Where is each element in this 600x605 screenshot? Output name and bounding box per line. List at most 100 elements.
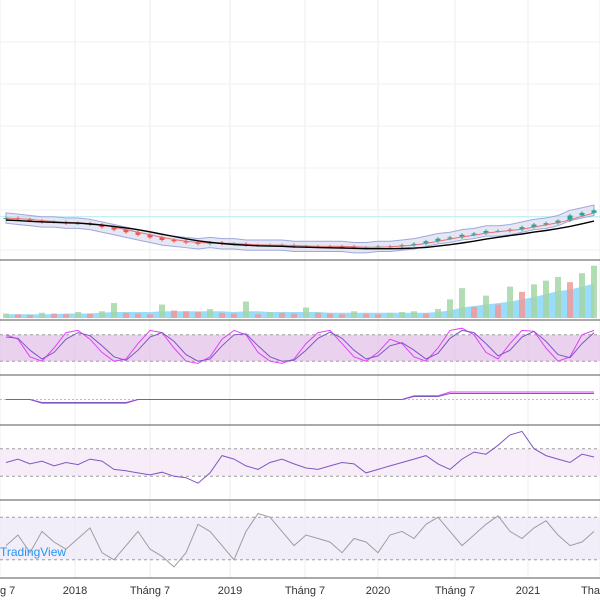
stochastic-panel[interactable] [0, 327, 600, 364]
candle [411, 243, 417, 246]
volume-bar [591, 265, 597, 318]
oscillator-panel[interactable] [0, 513, 600, 568]
panel-separators [0, 259, 600, 579]
volume-bar [387, 312, 393, 318]
series-line-rsi [5, 430, 595, 484]
volume-bar [435, 309, 441, 318]
x-tick-label: Tháng 7 [435, 585, 475, 597]
candle [555, 220, 561, 224]
volume-bar [87, 313, 93, 318]
volume-bar [579, 273, 585, 318]
volume-bar [483, 295, 489, 318]
candle [531, 224, 537, 228]
x-tick-label: 2019 [218, 585, 242, 597]
x-tick-label: 2021 [516, 585, 540, 597]
volume-bar [51, 313, 57, 318]
candle [159, 237, 165, 240]
macd-panel[interactable] [0, 391, 600, 404]
candle [447, 237, 453, 239]
volume-bar [219, 312, 225, 318]
volume-bar [27, 315, 33, 318]
volume-bar [291, 313, 297, 318]
volume-ma-area [6, 283, 594, 318]
volume-bar [63, 314, 69, 318]
candle [183, 241, 189, 243]
volume-bar [495, 304, 501, 318]
volume-bar [195, 312, 201, 318]
band-fill [0, 517, 600, 560]
volume-bar [183, 311, 189, 318]
candle [147, 234, 153, 238]
volume-bar [303, 307, 309, 318]
volume-bar [459, 288, 465, 318]
candle [423, 241, 429, 244]
volume-bar [327, 313, 333, 318]
candle [591, 210, 597, 213]
candle [3, 218, 9, 220]
candle [171, 239, 177, 242]
volume-bar [471, 306, 477, 318]
grid-lines [0, 0, 600, 578]
series-line-k [5, 327, 595, 364]
candle [195, 242, 201, 244]
series-line-value [5, 513, 595, 568]
volume-bar [243, 301, 249, 318]
x-tick-label: Tháng 7 [285, 585, 325, 597]
volume-bar [339, 314, 345, 318]
volume-bar [531, 284, 537, 318]
volume-bar [255, 314, 261, 318]
volume-bar [543, 280, 549, 318]
series-line-d [5, 329, 595, 362]
volume-bar [423, 313, 429, 318]
volume-bar [75, 312, 81, 318]
x-tick-label: 2020 [366, 585, 390, 597]
volume-bar [111, 303, 117, 318]
x-axis: g 7 2018 Tháng 7 2019 Tháng 7 2020 Tháng 7 2021… [0, 585, 600, 597]
volume-bar [315, 312, 321, 318]
volume-bar [447, 299, 453, 318]
candle [519, 227, 525, 230]
volume-panel[interactable] [3, 265, 597, 318]
volume-bar [231, 313, 237, 318]
volume-bar [363, 313, 369, 318]
candle [483, 230, 489, 234]
volume-bar [147, 314, 153, 318]
candle [27, 219, 33, 221]
candle [111, 227, 117, 230]
volume-bar [135, 313, 141, 318]
volume-bar [411, 311, 417, 318]
candle [543, 223, 549, 225]
volume-bar [123, 312, 129, 318]
volume-bar [207, 309, 213, 318]
volume-bar [375, 314, 381, 318]
bollinger-band [5, 204, 595, 254]
candle [471, 233, 477, 235]
candle [135, 232, 141, 235]
moving-average-slow [5, 219, 595, 250]
band-fill [0, 448, 600, 477]
volume-bar [279, 312, 285, 318]
volume-bar [267, 312, 273, 318]
volume-bar [351, 311, 357, 318]
volume-bar [555, 276, 561, 318]
volume-bar [567, 282, 573, 318]
volume-bar [171, 310, 177, 318]
candle [579, 212, 585, 216]
x-tick-label: Tha [581, 585, 600, 597]
volume-bar [399, 312, 405, 318]
volume-bar [15, 314, 21, 318]
candle [567, 215, 573, 221]
volume-bar [39, 312, 45, 318]
x-tick-label: g 7 [0, 585, 15, 597]
price-panel[interactable] [0, 204, 600, 254]
candle [435, 238, 441, 242]
volume-bar [159, 304, 165, 318]
macd-signal-line [6, 393, 594, 403]
volume-bar [99, 311, 105, 318]
rsi-panel[interactable] [0, 430, 600, 484]
x-tick-label: Tháng 7 [130, 585, 170, 597]
x-tick-label: 2018 [63, 585, 87, 597]
candle [459, 234, 465, 238]
